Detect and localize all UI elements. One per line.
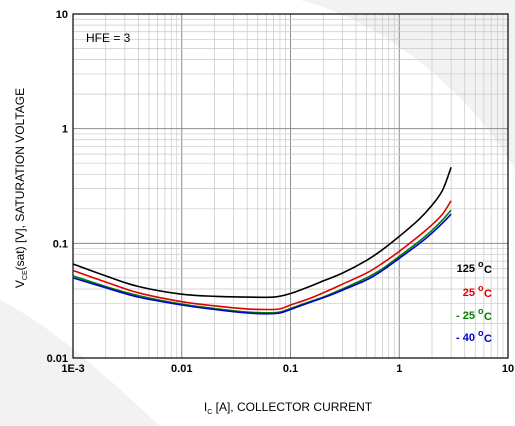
legend-label-3: - 25: [456, 310, 475, 322]
legend: 125 o C25 o C- 25 o C- 40 o C: [456, 259, 492, 345]
grid-lines: [73, 14, 508, 358]
x-axis-label: IC [A], COLLECTOR CURRENT: [204, 400, 373, 416]
plot-frame: [72, 13, 509, 359]
legend-label-4: - 40: [456, 332, 475, 344]
x-axis-label-rest: [A], COLLECTOR CURRENT: [212, 400, 372, 414]
y-tick-labels: 0.01 0.1 1 10: [47, 9, 68, 365]
x-axis-label-main: I: [204, 400, 207, 414]
legend-unit-2: C: [484, 288, 492, 300]
legend-label-2: 25: [463, 287, 475, 299]
legend-degree-1: o: [478, 259, 484, 269]
legend-unit-1: C: [484, 264, 492, 276]
x-tick-labels: 1E-3 0.01 0.1 1 10: [61, 363, 514, 375]
legend-degree-4: o: [478, 328, 484, 338]
x-tick-label: 1E-3: [61, 363, 84, 375]
x-tick-label: 0.1: [283, 363, 298, 375]
series-line-2: [72, 200, 452, 311]
y-axis-label-main: V: [13, 280, 27, 288]
x-tick-label: 10: [502, 363, 514, 375]
y-tick-label: 10: [56, 9, 68, 21]
y-tick-label: 0.1: [53, 238, 68, 250]
series-line-1: [72, 167, 452, 299]
legend-degree-2: o: [478, 283, 484, 293]
y-axis-label: VCE(sat) [V], SATURATION VOLTAGE: [13, 88, 29, 288]
x-tick-label: 0.01: [171, 363, 192, 375]
y-axis-label-rest: (sat) [V], SATURATION VOLTAGE: [13, 88, 27, 270]
hfe-annotation: HFE = 3: [86, 31, 131, 45]
x-tick-label: 1: [396, 363, 402, 375]
legend-unit-3: C: [484, 311, 492, 323]
legend-unit-4: C: [484, 333, 492, 345]
x-axis-label-subscript: C: [207, 409, 212, 416]
y-tick-label: 0.01: [47, 353, 68, 365]
y-axis-label-subscript: CE: [22, 270, 29, 280]
legend-label-1: 125: [457, 263, 475, 275]
series-curves: [72, 167, 452, 315]
y-tick-label: 1: [62, 124, 68, 136]
legend-degree-3: o: [478, 306, 484, 316]
series-line-4: [72, 213, 452, 315]
